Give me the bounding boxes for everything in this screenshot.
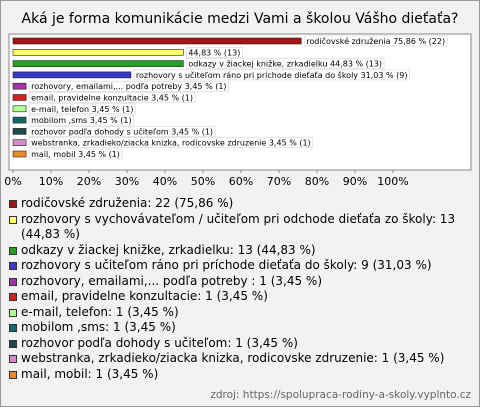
x-tick-label: 90% <box>343 175 367 188</box>
bar <box>12 139 27 146</box>
x-tick-label: 100% <box>377 175 408 188</box>
x-tick-label: 60% <box>229 175 253 188</box>
x-tick-label: 50% <box>191 175 215 188</box>
label-box <box>28 126 216 137</box>
legend-item: e-mail, telefon: 1 (3,45 %) <box>9 305 471 321</box>
x-tick-label: 80% <box>305 175 329 188</box>
label-box <box>186 58 385 69</box>
bar-label: 44,83 % (13) <box>188 48 240 57</box>
legend-label: odkazy v žiackej knižke, zrkadielku: 13 … <box>21 242 316 257</box>
bar-label: webstranka, zrkadieko/ziacka knizka, rod… <box>31 139 311 148</box>
bar <box>12 105 27 113</box>
bar <box>12 150 27 158</box>
legend-label: webstranka, zrkadieko/ziacka knizka, rod… <box>21 351 445 365</box>
legend-swatch <box>9 293 17 301</box>
bar <box>12 60 184 67</box>
bar <box>12 94 27 101</box>
legend-label: rodičovské združenia: 22 (75,86 %) <box>21 196 234 210</box>
bar-label: rozhovor podľa dohody s učiteľom 3,45 % … <box>31 126 213 136</box>
legend-swatch <box>9 215 17 224</box>
legend-label: rozhovory s vychovávateľom / učiteľom pr… <box>21 211 456 242</box>
legend-label: e-mail, telefon: 1 (3,45 %) <box>21 304 179 319</box>
label-box <box>133 69 410 81</box>
x-tick-label: 0% <box>4 175 21 188</box>
label-box <box>28 80 229 92</box>
legend-label: mobilom ,sms: 1 (3,45 %) <box>21 320 176 334</box>
legend-item: rozhovory s učiteľom ráno pri príchode d… <box>9 258 471 274</box>
chart-title: Aká je forma komunikácie medzi Vami a šk… <box>22 11 459 27</box>
legend-item: mail, mobil: 1 (3,45 %) <box>9 367 471 383</box>
x-tick-label: 70% <box>267 175 291 188</box>
bar-label: email, pravidelne konzultacie 3,45 % (1) <box>31 94 193 103</box>
label-box <box>28 137 313 148</box>
bar <box>12 82 27 90</box>
x-tick-label: 20% <box>77 175 101 188</box>
bar-label: rozhovory, emailami,... podľa potreby 3,… <box>31 82 226 91</box>
bar <box>12 128 27 135</box>
bar-label: mobilom ,sms 3,45 % (1) <box>31 116 132 125</box>
legend-item: rodičovské združenia: 22 (75,86 %) <box>9 196 471 212</box>
legend-item: email, pravidelne konzultacie: 1 (3,45 %… <box>9 289 471 305</box>
label-box <box>28 148 123 160</box>
legend: rodičovské združenia: 22 (75,86 %) rozhov… <box>9 196 471 382</box>
legend-label: email, pravidelne konzultacie: 1 (3,45 %… <box>21 289 268 303</box>
legend-item: rozhovory s vychovávateľom / učiteľom pr… <box>9 212 471 243</box>
bar <box>12 37 302 45</box>
label-box <box>28 114 134 126</box>
chart: Aká je forma komunikácie medzi Vami a šk… <box>4 11 472 188</box>
label-box <box>186 47 243 58</box>
legend-swatch <box>9 339 17 348</box>
legend-item: mobilom ,sms: 1 (3,45 %) <box>9 320 471 336</box>
legend-label: rozhovory, emailami,... podľa potreby : … <box>21 273 323 288</box>
x-tick-label: 40% <box>153 175 177 188</box>
bar <box>12 71 132 79</box>
bar-label: rodičovské združenia 75,86 % (22) <box>306 36 445 46</box>
bar-label: e-mail, telefon 3,45 % (1) <box>31 105 133 114</box>
bar <box>12 48 184 56</box>
label-box <box>304 35 448 47</box>
legend-item: rozhovor podľa dohody s učiteľom: 1 (3,4… <box>9 336 471 352</box>
legend-swatch <box>9 308 17 317</box>
legend-swatch <box>9 246 17 255</box>
bar-label: odkazy v žiackej knižke, zrkadielku 44,8… <box>188 60 382 69</box>
legend-swatch <box>9 355 17 363</box>
legend-label: rozhovor podľa dohody s učiteľom: 1 (3,4… <box>21 335 298 350</box>
legend-swatch <box>9 370 17 379</box>
legend-swatch <box>9 200 17 208</box>
bar <box>12 116 27 124</box>
label-box <box>28 103 136 115</box>
bar-label: mail, mobil 3,45 % (1) <box>31 150 120 159</box>
x-tick-label: 10% <box>39 175 63 188</box>
legend-item: odkazy v žiackej knižke, zrkadielku: 13 … <box>9 243 471 259</box>
x-tick-label: 30% <box>115 175 139 188</box>
legend-item: rozhovory, emailami,... podľa potreby : … <box>9 274 471 290</box>
legend-label: mail, mobil: 1 (3,45 %) <box>21 366 159 381</box>
legend-label: rozhovory s učiteľom ráno pri príchode d… <box>21 258 432 272</box>
legend-swatch <box>9 324 17 332</box>
label-box <box>28 92 196 103</box>
bar-label: rozhovory s učiteľom ráno pri príchode d… <box>136 70 408 80</box>
legend-item: webstranka, zrkadieko/ziacka knizka, rod… <box>9 351 471 367</box>
legend-swatch <box>9 277 17 286</box>
source: zdroj: https://spolupraca-rodiny-a-skoly… <box>210 389 471 401</box>
legend-swatch <box>9 262 17 270</box>
